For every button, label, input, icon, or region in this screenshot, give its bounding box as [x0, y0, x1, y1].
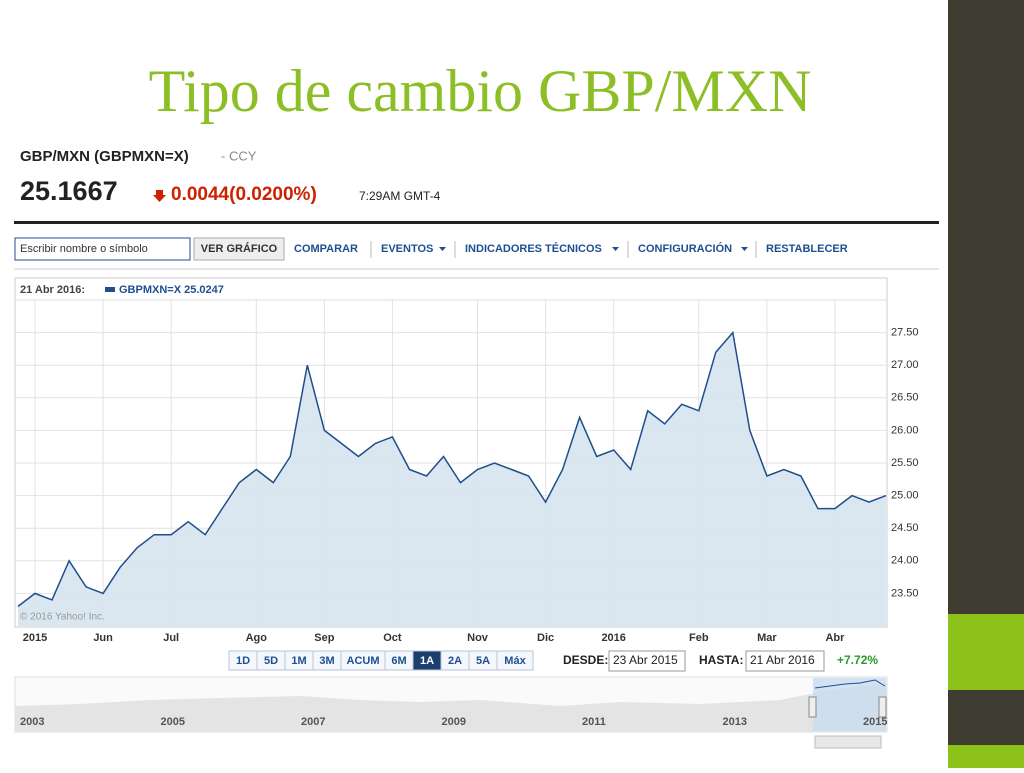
y-tick-label: 24.50	[891, 522, 919, 534]
navigator-label: 2007	[301, 716, 325, 728]
range-label: Máx	[504, 655, 526, 667]
range-button[interactable]	[496, 650, 534, 671]
plot: 23.50 24.00 24.50 25.00 25.50 26.00 26.50 27.00…	[15, 300, 919, 644]
accent-block	[948, 745, 1024, 768]
x-tick-label: Feb	[689, 632, 709, 644]
x-tick-label: Sep	[314, 632, 334, 644]
divider	[14, 221, 939, 224]
navigator-handle[interactable]	[808, 696, 817, 718]
y-tick-label: 25.50	[891, 457, 919, 469]
x-tick-label: Jul	[163, 632, 179, 644]
menu-item[interactable]: CONFIGURACIÓN	[638, 242, 732, 255]
legend-swatch	[105, 287, 115, 292]
navigator-label: 2011	[582, 716, 606, 728]
navigator-line	[814, 679, 886, 689]
menu-item[interactable]: EVENTOS	[381, 243, 433, 255]
navigator-handle[interactable]	[878, 696, 887, 718]
x-tick-label: 2015	[23, 632, 47, 644]
from-date: 23 Abr 2015	[613, 653, 678, 667]
slide-title: Tipo de cambio GBP/MXN	[149, 58, 812, 124]
to-date: 21 Abr 2016	[750, 653, 815, 667]
from-label: DESDE:	[563, 653, 608, 667]
legend-date: 21 Abr 2016:	[20, 284, 85, 296]
navigator-label: 2009	[442, 716, 466, 728]
x-tick-label: Ago	[246, 632, 268, 644]
navigator-label: 2015	[863, 716, 887, 728]
copyright: © 2016 Yahoo! Inc.	[20, 612, 105, 623]
view-button[interactable]	[193, 237, 285, 261]
range-buttons: 1D 5D 1M 3M ACUM 6M 1A 2A 5A Máx	[228, 650, 534, 671]
navigator-labels: 2003 2005 2007 2009 2011 2013 2015	[20, 716, 887, 728]
view-button-label: VER GRÁFICO	[201, 242, 278, 255]
quote-time: 7:29AM GMT-4	[359, 189, 441, 203]
quote-name: GBP/MXN (GBPMXN=X)	[20, 148, 189, 165]
navigator-label: 2003	[20, 716, 44, 728]
y-tick-label: 26.50	[891, 392, 919, 404]
range-label: 1D	[236, 655, 250, 667]
search-input[interactable]	[14, 237, 191, 261]
menu-item[interactable]: INDICADORES TÉCNICOS	[465, 242, 602, 255]
navigator-label: 2013	[723, 716, 747, 728]
menu-item[interactable]: COMPARAR	[294, 243, 358, 255]
range-label: 6M	[391, 655, 406, 667]
x-tick-label: Dic	[537, 632, 554, 644]
quote-change: 0.0044(0.0200%)	[171, 184, 317, 205]
scrollbar[interactable]	[814, 735, 882, 749]
menu-separators	[370, 241, 757, 258]
navigator-label: 2005	[161, 716, 185, 728]
period-change: +7.72%	[837, 653, 878, 667]
range-label: ACUM	[347, 655, 380, 667]
range-label: 5D	[264, 655, 278, 667]
menu-item[interactable]: RESTABLECER	[766, 243, 848, 255]
dropdown-arrows	[439, 247, 748, 251]
y-tick-label: 26.00	[891, 424, 919, 436]
y-tick-label: 25.00	[891, 490, 919, 502]
x-tick-label: Oct	[383, 632, 402, 644]
line	[17, 330, 887, 607]
navigator-history	[15, 684, 887, 732]
to-input[interactable]	[745, 650, 825, 672]
down-arrow	[153, 190, 166, 202]
quote-exchange: - CCY	[221, 148, 257, 163]
y-tick-label: 27.00	[891, 359, 919, 371]
x-tick-label: Jun	[93, 632, 113, 644]
legend-entry: GBPMXN=X 25.0247	[119, 284, 224, 296]
to-label: HASTA:	[699, 653, 743, 667]
x-tick-label: 2016	[601, 632, 625, 644]
from-input[interactable]	[608, 650, 686, 672]
x-tick-label: Nov	[467, 632, 489, 644]
range-label: 1M	[291, 655, 306, 667]
y-tick-label: 24.00	[891, 555, 919, 567]
search-placeholder: Escribir nombre o símbolo	[20, 243, 148, 255]
y-tick-label: 27.50	[891, 327, 919, 339]
range-label: 1A	[420, 655, 434, 667]
range-label: 5A	[476, 655, 490, 667]
y-tick-label: 23.50	[891, 587, 919, 599]
quote-price: 25.1667	[20, 176, 118, 206]
range-label: 3M	[319, 655, 334, 667]
x-tick-label: Abr	[825, 632, 845, 644]
range-label: 2A	[448, 655, 462, 667]
x-tick-label: Mar	[757, 632, 777, 644]
accent-block	[948, 614, 1024, 690]
area	[18, 332, 886, 626]
